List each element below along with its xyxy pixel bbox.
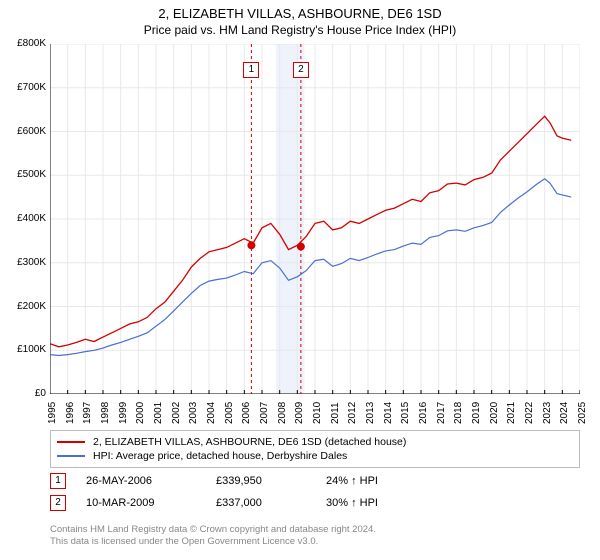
chart-title: 2, ELIZABETH VILLAS, ASHBOURNE, DE6 1SD [0, 6, 600, 21]
event-date: 10-MAR-2009 [86, 497, 216, 509]
event-pct: 24% ↑ HPI [326, 475, 446, 487]
x-tick-label: 2015 [400, 402, 411, 424]
x-tick-label: 2004 [206, 402, 217, 424]
chart-plot-area [50, 44, 580, 394]
legend-label: 2, ELIZABETH VILLAS, ASHBOURNE, DE6 1SD … [93, 436, 406, 448]
footer-line: This data is licensed under the Open Gov… [50, 536, 376, 548]
event-pct: 30% ↑ HPI [326, 497, 446, 509]
x-tick-label: 2003 [188, 402, 199, 424]
y-tick-label: £100K [2, 344, 46, 355]
x-tick-label: 2001 [153, 402, 164, 424]
legend-item: 2, ELIZABETH VILLAS, ASHBOURNE, DE6 1SD … [57, 435, 573, 449]
footer-attribution: Contains HM Land Registry data © Crown c… [50, 524, 376, 548]
x-tick-label: 2008 [277, 402, 288, 424]
x-tick-label: 2005 [224, 402, 235, 424]
event-badge: 1 [50, 473, 66, 489]
y-tick-label: £200K [2, 301, 46, 312]
y-tick-label: £0 [2, 388, 46, 399]
x-tick-label: 1997 [82, 402, 93, 424]
y-tick-label: £400K [2, 213, 46, 224]
legend-item: HPI: Average price, detached house, Derb… [57, 449, 573, 463]
y-tick-label: £600K [2, 126, 46, 137]
x-tick-label: 2000 [135, 402, 146, 424]
event-marker-badge: 1 [243, 62, 259, 78]
y-tick-label: £800K [2, 38, 46, 49]
x-tick-label: 1996 [65, 402, 76, 424]
footer-line: Contains HM Land Registry data © Crown c… [50, 524, 376, 536]
x-tick-label: 2009 [294, 402, 305, 424]
x-tick-label: 2007 [259, 402, 270, 424]
event-row: 2 10-MAR-2009 £337,000 30% ↑ HPI [50, 492, 580, 514]
x-tick-label: 2019 [471, 402, 482, 424]
x-tick-label: 2025 [577, 402, 588, 424]
event-price: £337,000 [216, 497, 326, 509]
y-tick-label: £700K [2, 82, 46, 93]
event-badge: 2 [50, 495, 66, 511]
x-tick-label: 2021 [506, 402, 517, 424]
x-tick-label: 1998 [100, 402, 111, 424]
event-date: 26-MAY-2006 [86, 475, 216, 487]
x-tick-label: 1995 [47, 402, 58, 424]
x-tick-label: 2010 [312, 402, 323, 424]
x-tick-label: 2012 [347, 402, 358, 424]
x-tick-label: 2011 [330, 402, 341, 424]
legend-swatch [57, 441, 85, 443]
x-tick-label: 2018 [453, 402, 464, 424]
x-tick-label: 2013 [365, 402, 376, 424]
event-price: £339,950 [216, 475, 326, 487]
x-tick-label: 2017 [436, 402, 447, 424]
event-marker-badge: 2 [293, 62, 309, 78]
x-tick-label: 2006 [241, 402, 252, 424]
chart-subtitle: Price paid vs. HM Land Registry's House … [0, 23, 600, 37]
x-tick-label: 2020 [489, 402, 500, 424]
x-tick-label: 2023 [542, 402, 553, 424]
event-row: 1 26-MAY-2006 £339,950 24% ↑ HPI [50, 470, 580, 492]
legend-label: HPI: Average price, detached house, Derb… [93, 450, 347, 462]
legend: 2, ELIZABETH VILLAS, ASHBOURNE, DE6 1SD … [50, 430, 580, 468]
x-tick-label: 2002 [171, 402, 182, 424]
x-tick-label: 1999 [118, 402, 129, 424]
title-block: 2, ELIZABETH VILLAS, ASHBOURNE, DE6 1SD … [0, 0, 600, 37]
legend-swatch [57, 455, 85, 457]
events-table: 1 26-MAY-2006 £339,950 24% ↑ HPI 2 10-MA… [50, 470, 580, 514]
chart-container: 2, ELIZABETH VILLAS, ASHBOURNE, DE6 1SD … [0, 0, 600, 560]
chart-svg [50, 44, 580, 394]
y-tick-label: £500K [2, 169, 46, 180]
y-tick-label: £300K [2, 257, 46, 268]
x-tick-label: 2014 [383, 402, 394, 424]
x-tick-label: 2024 [559, 402, 570, 424]
x-tick-label: 2016 [418, 402, 429, 424]
x-tick-label: 2022 [524, 402, 535, 424]
